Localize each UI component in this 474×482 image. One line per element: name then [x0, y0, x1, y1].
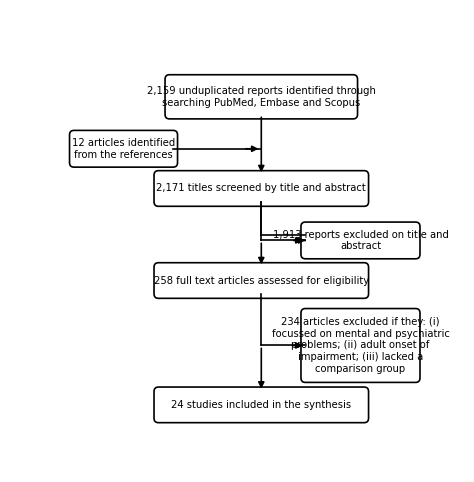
FancyBboxPatch shape	[154, 171, 369, 206]
Text: 24 studies included in the synthesis: 24 studies included in the synthesis	[171, 400, 351, 410]
Text: 258 full text articles assessed for eligibility: 258 full text articles assessed for elig…	[154, 276, 369, 285]
FancyBboxPatch shape	[165, 75, 357, 119]
Text: 12 articles identified
from the references: 12 articles identified from the referenc…	[72, 138, 175, 160]
FancyBboxPatch shape	[154, 263, 369, 298]
FancyBboxPatch shape	[301, 222, 420, 259]
FancyBboxPatch shape	[154, 387, 369, 423]
Text: 234 articles excluded if they: (i)
focussed on mental and psychiatric
problems; : 234 articles excluded if they: (i) focus…	[272, 317, 449, 374]
Text: 2,171 titles screened by title and abstract: 2,171 titles screened by title and abstr…	[156, 184, 366, 193]
Text: 1,913 reports excluded on title and
abstract: 1,913 reports excluded on title and abst…	[273, 229, 448, 251]
FancyBboxPatch shape	[70, 131, 178, 167]
FancyBboxPatch shape	[301, 308, 420, 382]
Text: 2,159 unduplicated reports identified through
searching PubMed, Embase and Scopu: 2,159 unduplicated reports identified th…	[147, 86, 376, 107]
